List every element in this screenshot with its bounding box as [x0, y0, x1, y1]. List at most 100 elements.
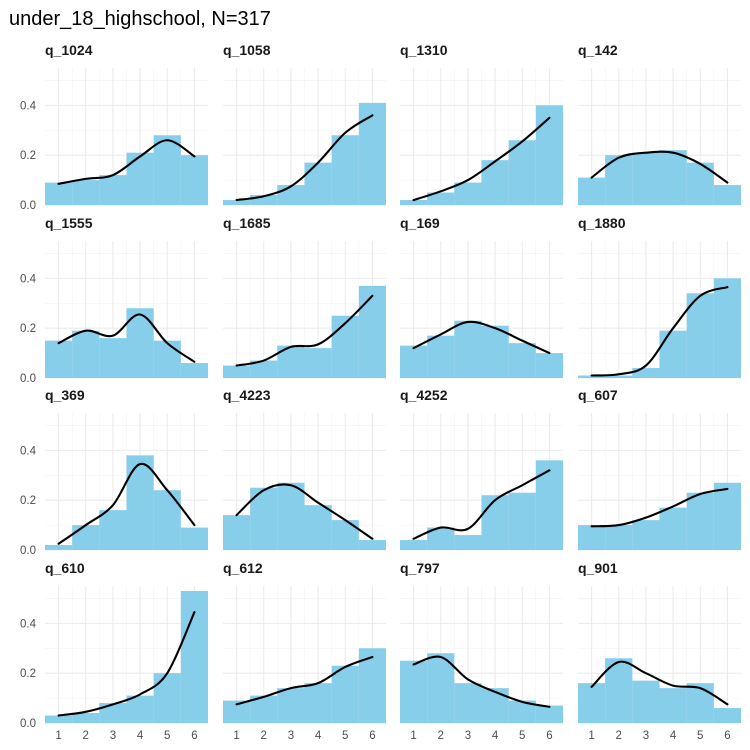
x-tick-label: 2: [438, 730, 444, 742]
density-curve: [412, 116, 551, 202]
facet-panel-q_4223: q_4223: [223, 387, 386, 551]
histogram-bar: [427, 653, 455, 723]
y-tick-label: 0.0: [20, 373, 36, 385]
facet-title: q_797: [400, 560, 440, 576]
x-tick-label: 6: [191, 730, 197, 742]
density-curve: [57, 611, 196, 717]
histogram-bar: [481, 160, 509, 205]
histogram-bar: [331, 665, 359, 723]
histogram-bar: [153, 135, 181, 205]
histogram-bar: [250, 195, 278, 205]
histogram-bar: [45, 545, 73, 550]
histogram-bar: [427, 192, 455, 205]
facet-panel-q_4252: q_4252: [400, 387, 563, 551]
histogram-bar: [45, 340, 73, 378]
histogram-bar: [508, 343, 536, 378]
x-tick-label: 4: [315, 730, 322, 742]
histogram-bar: [277, 688, 305, 723]
histogram-bar: [45, 715, 73, 723]
density-curve: [412, 320, 551, 355]
facet-panel-q_610: q_610 0.0 0.2 0.4 1 2 3 4 5 6: [20, 560, 208, 742]
facet-panel-q_1685: q_1685: [223, 215, 386, 379]
density-curve: [412, 469, 551, 540]
histogram-bar: [535, 705, 563, 723]
x-tick-label: 2: [616, 730, 622, 742]
facet-title: q_4223: [223, 387, 271, 403]
density-curve: [235, 655, 374, 706]
x-tick-label: 2: [261, 730, 267, 742]
density-curve: [412, 655, 551, 708]
x-tick-label: 1: [588, 730, 594, 742]
histogram-bar: [427, 335, 455, 378]
x-tick-label: 6: [546, 730, 552, 742]
histogram-bar: [454, 182, 482, 205]
facet-panel-q_1024: q_1024 0.0 0.2 0.4: [20, 42, 208, 212]
histogram-bar: [400, 660, 428, 723]
histogram-bar: [605, 375, 633, 378]
x-tick-label: 3: [465, 730, 471, 742]
histogram-bar: [481, 495, 509, 550]
density-curve: [235, 294, 374, 367]
density-curve: [590, 150, 729, 184]
histogram-bar: [659, 330, 687, 378]
facet-title: q_607: [578, 387, 618, 403]
histogram-bar: [304, 348, 332, 378]
histogram-bar: [99, 510, 127, 550]
histogram-bar: [72, 713, 100, 723]
facet-title: q_169: [400, 215, 440, 231]
histogram-bar: [454, 683, 482, 723]
facet-title: q_1310: [400, 42, 448, 58]
density-curve: [57, 313, 196, 363]
histogram-bar: [605, 525, 633, 550]
histogram-bar: [304, 505, 332, 550]
histogram-bar: [400, 345, 428, 378]
histogram-bar: [508, 140, 536, 205]
histogram-bar: [400, 200, 428, 205]
histogram-bar: [331, 315, 359, 378]
histogram-bar: [304, 162, 332, 205]
histogram-bar: [153, 340, 181, 378]
facet-panel-q_1310: q_1310: [400, 42, 563, 206]
facets-layer: q_1024 0.0 0.2 0.4 q_1058 q_1310 q_142 q_1555 0.…: [20, 42, 741, 742]
histogram-bar: [578, 375, 606, 378]
histogram-bar: [126, 455, 154, 550]
histogram-bar: [481, 688, 509, 723]
density-curve: [235, 483, 374, 540]
y-tick-label: 0.4: [20, 618, 37, 630]
histogram-bar: [180, 363, 208, 378]
histogram-bar: [713, 185, 741, 205]
histogram-bar: [72, 330, 100, 378]
histogram-bar: [331, 135, 359, 205]
histogram-bar: [713, 482, 741, 550]
facet-title: q_369: [45, 387, 85, 403]
x-tick-label: 4: [137, 730, 144, 742]
density-curve: [235, 114, 374, 202]
histogram-bar: [659, 507, 687, 550]
density-curve: [590, 286, 729, 377]
histogram-bar: [535, 353, 563, 378]
histogram-bar: [358, 540, 386, 550]
density-curve: [590, 660, 729, 706]
facet-panel-q_1058: q_1058: [223, 42, 386, 206]
histogram-bar: [578, 525, 606, 550]
histogram-bar: [632, 680, 660, 723]
histogram-bar: [686, 293, 714, 378]
histogram-bar: [126, 152, 154, 205]
histogram-bar: [578, 177, 606, 205]
histogram-bar: [180, 155, 208, 205]
histogram-bar: [358, 285, 386, 378]
y-tick-label: 0.2: [20, 668, 36, 680]
histogram-bar: [713, 708, 741, 723]
facet-title: q_1880: [578, 215, 626, 231]
y-tick-label: 0.4: [20, 100, 37, 112]
facet-title: q_901: [578, 560, 618, 576]
histogram-bar: [508, 700, 536, 723]
y-tick-label: 0.0: [20, 200, 36, 212]
histogram-bar: [535, 460, 563, 550]
facet-panel-q_1880: q_1880: [578, 215, 741, 379]
facet-title: q_610: [45, 560, 85, 576]
density-curve: [57, 463, 196, 545]
facet-panel-q_369: q_369 0.0 0.2 0.4: [20, 387, 208, 557]
